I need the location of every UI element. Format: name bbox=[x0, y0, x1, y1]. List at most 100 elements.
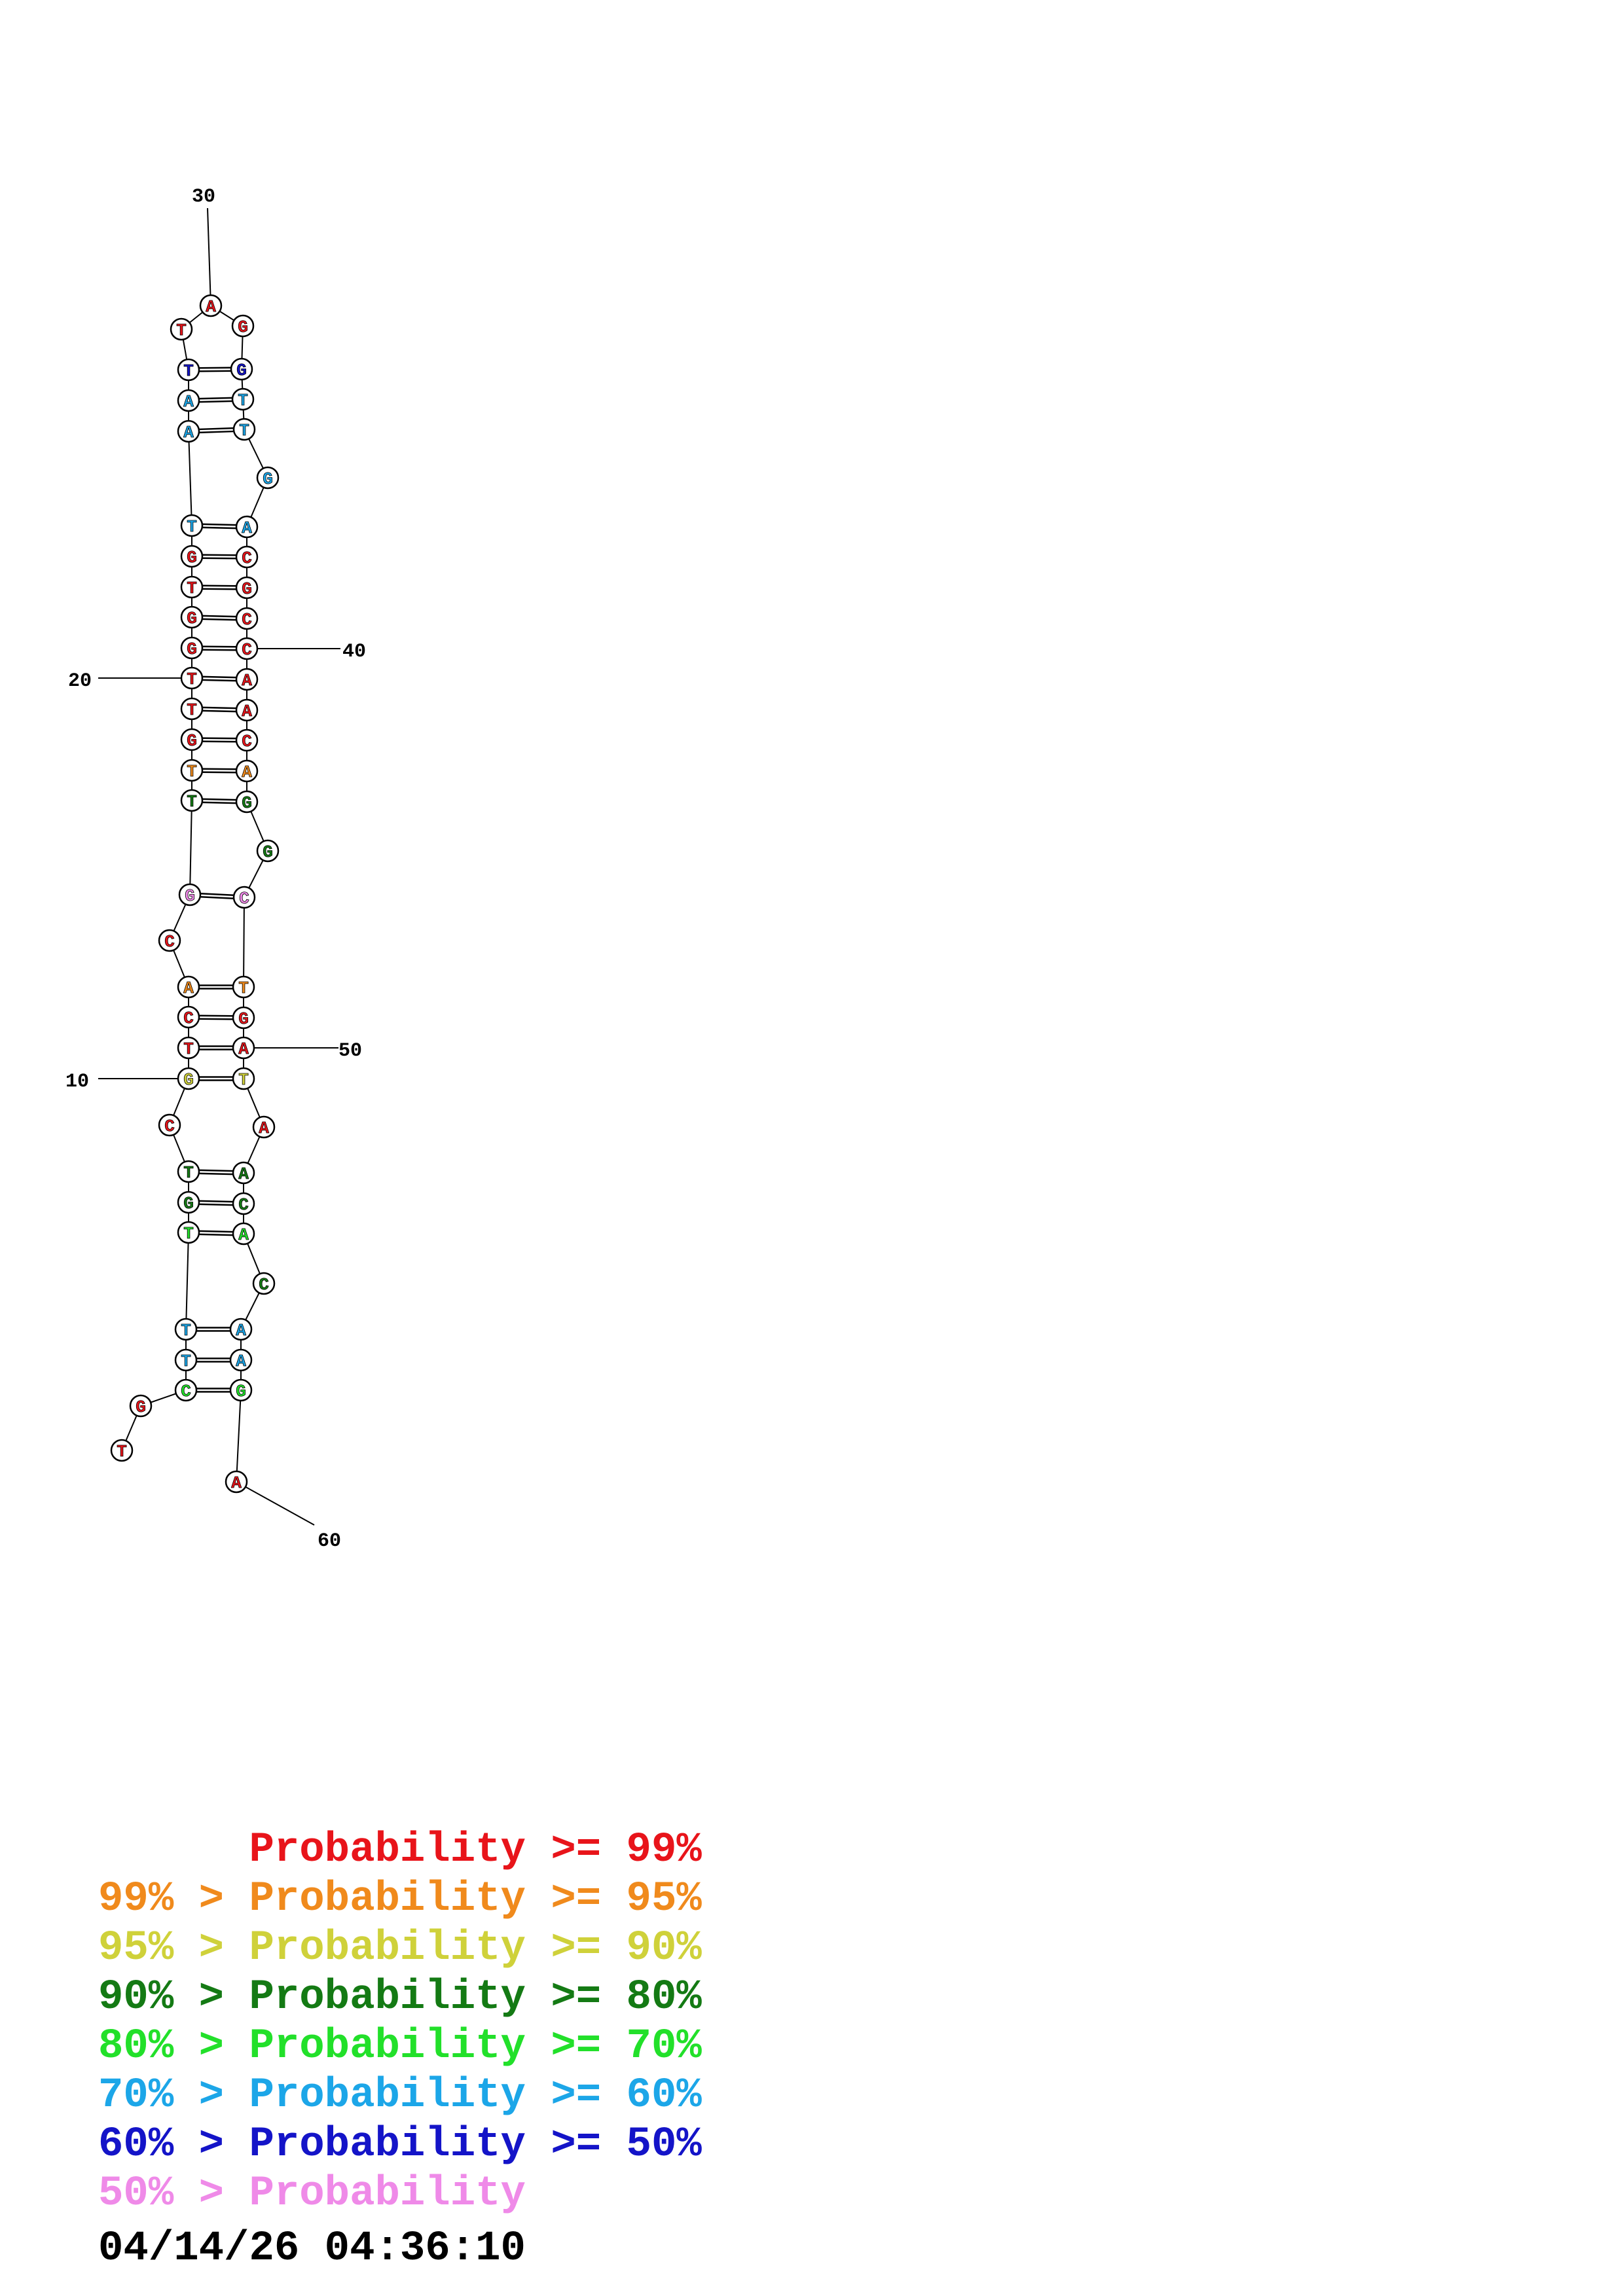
nucleotide-circle bbox=[230, 357, 253, 381]
nucleotide-58: A bbox=[229, 1348, 253, 1371]
nucleotides: TGCTTTGTCGTCACGTTGTTGGTGTAATTAGGTTGACGCC… bbox=[110, 294, 280, 1493]
nucleotide-30: A bbox=[199, 294, 223, 317]
legend-row-prefix: 50% > bbox=[98, 2170, 249, 2217]
legend-row-prefix: 80% > bbox=[98, 2023, 249, 2070]
nucleotide-circle bbox=[235, 728, 259, 752]
nucleotide-7: G bbox=[177, 1191, 200, 1213]
legend-row: 70% > Probability >= 60% bbox=[98, 2072, 702, 2121]
nucleotide-circle bbox=[231, 314, 255, 338]
nucleotide-57: A bbox=[229, 1318, 253, 1340]
nucleotide-40: C bbox=[235, 637, 259, 660]
legend-row-label: Probability >= 60% bbox=[249, 2072, 702, 2119]
nucleotide-42: A bbox=[235, 698, 259, 722]
nucleotide-letter: G bbox=[136, 1397, 146, 1417]
nucleotide-20: T bbox=[180, 666, 204, 689]
nucleotide-10: G bbox=[177, 1067, 200, 1090]
nucleotide-circle bbox=[180, 759, 204, 782]
nucleotide-letter: G bbox=[236, 1382, 246, 1401]
nucleotide-43: C bbox=[235, 728, 259, 752]
nucleotide-circle bbox=[180, 636, 204, 660]
legend-row: 95% > Probability >= 90% bbox=[98, 1924, 702, 1973]
nucleotide-circle bbox=[232, 886, 256, 909]
nucleotide-21: G bbox=[180, 636, 204, 660]
nucleotide-circle bbox=[232, 1067, 255, 1090]
nucleotide-letter: G bbox=[236, 361, 247, 380]
base-pair-bond bbox=[202, 557, 236, 560]
position-tick-30 bbox=[207, 207, 211, 306]
nucleotide-letter: T bbox=[238, 978, 249, 998]
legend-row: 50% > Probability bbox=[98, 2170, 702, 2219]
legend-row-label: Probability >= 90% bbox=[249, 1925, 702, 1972]
nucleotide-circle bbox=[129, 1394, 153, 1418]
nucleotide-letter: G bbox=[187, 548, 197, 567]
nucleotide-circle bbox=[180, 697, 204, 721]
nucleotide-32: G bbox=[230, 357, 253, 381]
nucleotide-letter: A bbox=[238, 1225, 249, 1245]
nucleotide-24: G bbox=[180, 545, 204, 567]
legend-row-label: Probability >= 80% bbox=[249, 1974, 702, 2021]
position-label-60: 60 bbox=[318, 1530, 341, 1552]
position-label-40: 40 bbox=[342, 641, 366, 663]
nucleotide-letter: C bbox=[242, 732, 252, 751]
nucleotide-3: C bbox=[174, 1378, 198, 1401]
nucleotide-38: G bbox=[235, 576, 259, 599]
nucleotide-circle bbox=[235, 545, 259, 569]
nucleotide-letter: C bbox=[259, 1275, 269, 1295]
nucleotide-circle bbox=[177, 975, 200, 999]
base-pair-bond bbox=[199, 1230, 234, 1233]
nucleotide-28: T bbox=[177, 358, 200, 382]
backbone-segment bbox=[188, 431, 192, 526]
nucleotide-circle bbox=[235, 515, 259, 539]
nucleotide-5: T bbox=[174, 1318, 198, 1341]
base-pair-bond bbox=[202, 798, 237, 801]
nucleotide-49: G bbox=[232, 1006, 255, 1030]
nucleotide-circle bbox=[232, 1006, 255, 1030]
nucleotide-letter: A bbox=[242, 762, 252, 782]
nucleotide-55: A bbox=[232, 1222, 255, 1246]
base-pair-bond bbox=[199, 1169, 234, 1172]
nucleotide-letter: A bbox=[242, 702, 252, 721]
nucleotide-letter: G bbox=[263, 469, 273, 489]
nucleotide-6: T bbox=[177, 1221, 200, 1244]
nucleotide-letter: G bbox=[187, 639, 197, 659]
nucleotide-circle bbox=[252, 1272, 276, 1295]
nucleotide-letter: T bbox=[238, 391, 248, 410]
nucleotide-circle bbox=[235, 698, 259, 722]
backbone-segment bbox=[189, 800, 192, 895]
legend-row: 60% > Probability >= 50% bbox=[98, 2121, 702, 2170]
nucleotide-circle bbox=[232, 1222, 255, 1246]
nucleotide-letter: C bbox=[164, 932, 175, 952]
base-pair-bond bbox=[202, 737, 237, 740]
nucleotide-circle bbox=[178, 883, 202, 906]
nucleotide-9: C bbox=[158, 1113, 181, 1136]
nucleotide-48: T bbox=[232, 975, 255, 998]
base-pair-bond bbox=[200, 893, 234, 896]
position-label-20: 20 bbox=[68, 670, 92, 692]
nucleotide-11: T bbox=[177, 1036, 200, 1059]
nucleotide-letter: T bbox=[187, 670, 197, 689]
nucleotide-letter: G bbox=[238, 1009, 249, 1029]
nucleotide-circle bbox=[158, 929, 181, 952]
nucleotide-circle bbox=[177, 1221, 200, 1244]
backbone-segment bbox=[185, 1232, 189, 1330]
nucleotide-circle bbox=[232, 1161, 255, 1185]
nucleotide-2: G bbox=[129, 1394, 153, 1418]
nucleotide-circle bbox=[177, 389, 200, 412]
nucleotide-circle bbox=[174, 1318, 198, 1341]
nucleotide-circle bbox=[199, 294, 223, 317]
legend-row-prefix: 70% > bbox=[98, 2072, 249, 2119]
nucleotide-letter: G bbox=[185, 886, 195, 906]
nucleotide-letter: G bbox=[187, 731, 197, 751]
nucleotide-circle bbox=[174, 1348, 198, 1372]
nucleotide-circle bbox=[232, 1192, 255, 1215]
nucleotide-4: T bbox=[174, 1348, 198, 1372]
nucleotide-letter: T bbox=[183, 1163, 194, 1183]
nucleotide-circle bbox=[256, 466, 280, 490]
legend-row: 80% > Probability >= 70% bbox=[98, 2022, 702, 2072]
nucleotide-letter: T bbox=[187, 762, 197, 781]
base-pair-bond bbox=[202, 768, 237, 770]
nucleotide-circle bbox=[177, 358, 200, 382]
nucleotide-circle bbox=[229, 1378, 253, 1402]
position-tick-60 bbox=[236, 1481, 315, 1526]
